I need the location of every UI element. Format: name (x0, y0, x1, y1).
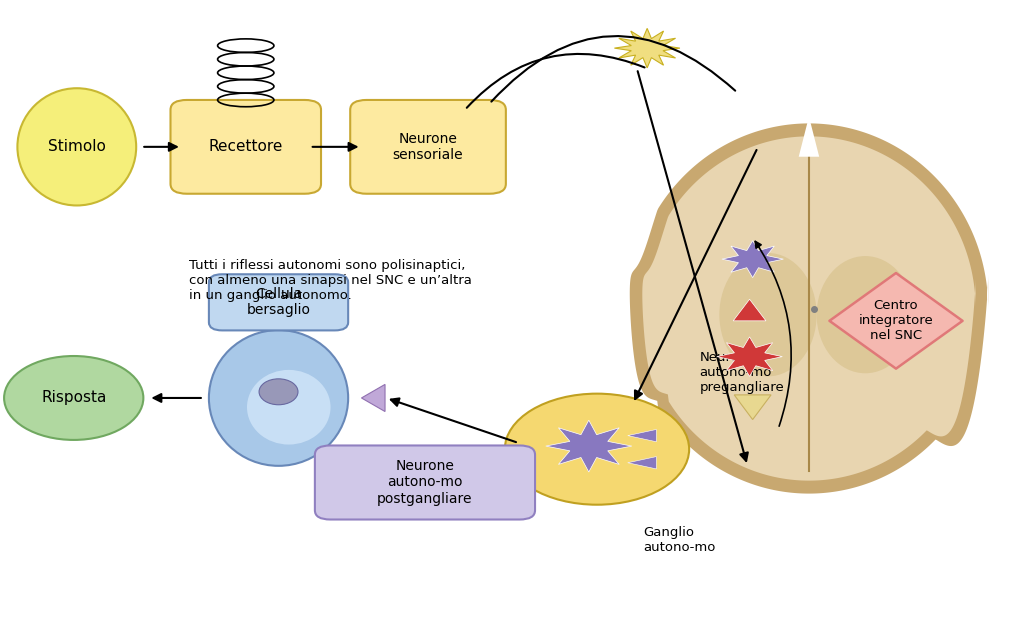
Text: Neurone
sensoriale: Neurone sensoriale (393, 132, 463, 162)
Polygon shape (734, 395, 771, 420)
Ellipse shape (719, 253, 817, 376)
FancyBboxPatch shape (350, 100, 506, 194)
Text: Neurone
autono­mo
postgangliare: Neurone autono­mo postgangliare (377, 459, 473, 506)
Polygon shape (361, 384, 385, 412)
Ellipse shape (209, 330, 348, 466)
Polygon shape (614, 28, 680, 68)
Polygon shape (829, 273, 963, 369)
Ellipse shape (247, 370, 331, 445)
Polygon shape (642, 136, 976, 481)
Text: Ganglio
autono­mo: Ganglio autono­mo (643, 526, 716, 554)
Text: Tutti i riflessi autonomi sono polisinaptici,
con almeno una sinapsi nel SNC e u: Tutti i riflessi autonomi sono polisinap… (189, 259, 472, 302)
Polygon shape (733, 299, 766, 321)
FancyBboxPatch shape (209, 274, 348, 331)
Polygon shape (717, 337, 782, 376)
Text: Risposta: Risposta (41, 391, 106, 405)
Circle shape (4, 356, 143, 440)
Ellipse shape (259, 379, 298, 405)
Polygon shape (628, 457, 656, 469)
Text: Centro
integratore
nel SNC: Centro integratore nel SNC (859, 299, 933, 342)
Polygon shape (799, 117, 819, 157)
Polygon shape (546, 420, 632, 472)
Ellipse shape (17, 88, 136, 205)
Polygon shape (628, 429, 656, 442)
Text: Stimolo: Stimolo (48, 139, 105, 154)
Polygon shape (630, 123, 988, 494)
FancyBboxPatch shape (315, 445, 535, 520)
Polygon shape (722, 241, 783, 278)
Text: Neurone
autono­mo
pregangliare: Neurone autono­mo pregangliare (699, 350, 784, 394)
Text: Cellula
bersaglio: Cellula bersaglio (247, 288, 310, 317)
Text: Recettore: Recettore (209, 139, 283, 154)
FancyBboxPatch shape (170, 100, 322, 194)
Ellipse shape (817, 256, 914, 373)
Circle shape (505, 394, 689, 505)
